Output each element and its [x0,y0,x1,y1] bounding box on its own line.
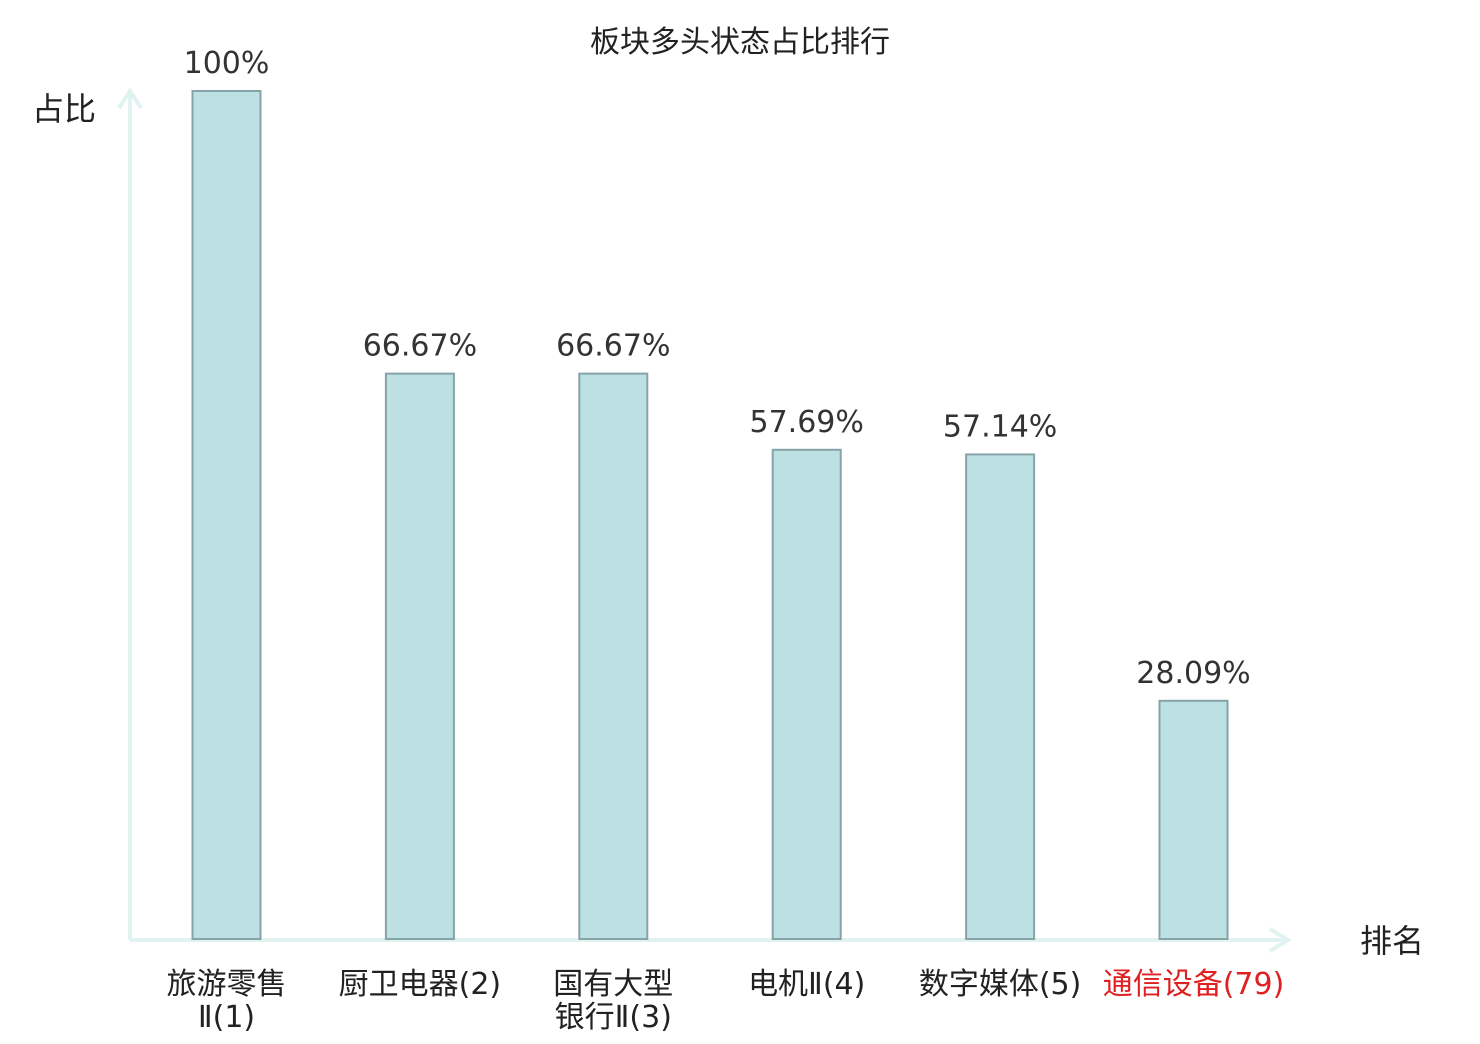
tick-label-6-line-1: 通信设备(79) [1103,967,1285,1002]
x-axis-label: 排名 [1360,922,1424,960]
value-label-3: 66.67% [556,329,670,364]
tick-label-1-line-1: 旅游零售 [167,967,287,1002]
tick-label-3-line-1: 国有大型 [553,967,673,1002]
tick-label-4: 电机Ⅱ(4) [748,967,865,1002]
tick-label-4-line-1: 电机Ⅱ(4) [748,967,865,1002]
bar-2 [384,372,455,940]
value-label-2: 66.67% [363,329,477,364]
bar-5 [965,453,1036,940]
bar-6 [1158,699,1229,941]
value-label-5: 57.14% [943,409,1057,444]
y-axis-label: 占比 [32,90,96,128]
tick-label-5: 数字媒体(5) [919,967,1082,1002]
value-label-1: 100% [184,46,270,81]
chart-title: 板块多头状态占比排行 [590,25,890,60]
x-axis [130,927,1292,953]
tick-label-2-line-1: 厨卫电器(2) [339,967,502,1002]
y-axis-arrow-icon [117,87,143,110]
tick-labels: 旅游零售 Ⅱ(1) 厨卫电器(2) 国有大型银行Ⅱ(3) 电机Ⅱ(4) 数字媒体(5) 通信… [167,967,1285,1035]
tick-label-3: 国有大型银行Ⅱ(3) [553,967,673,1035]
bars [191,90,1229,941]
tick-label-6: 通信设备(79) [1103,967,1285,1002]
value-label-4: 57.69% [750,405,864,440]
tick-label-2: 厨卫电器(2) [339,967,502,1002]
y-axis [117,87,143,940]
x-axis-arrow-icon [1268,927,1292,953]
tick-label-3-line-2: 银行Ⅱ(3) [555,1000,672,1035]
tick-label-1-line-2: Ⅱ(1) [198,1000,255,1035]
bar-1 [191,90,262,940]
tick-label-1: 旅游零售 Ⅱ(1) [167,967,287,1035]
value-label-6: 28.09% [1136,656,1250,691]
tick-label-5-line-1: 数字媒体(5) [919,967,1082,1002]
value-labels: 100% 66.67% 66.67% 57.69% 57.14% 28.09% [184,46,1251,691]
bar-3 [578,372,649,940]
bar-4 [771,448,842,940]
